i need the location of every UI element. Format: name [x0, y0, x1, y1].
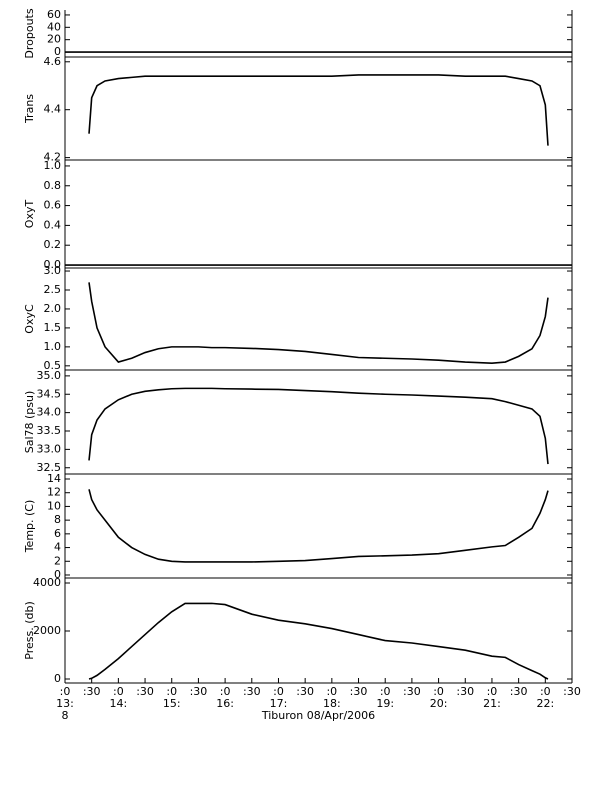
y-axis-label: Sal78 (psu): [23, 391, 36, 454]
x-tick-label: :0: [487, 685, 498, 698]
y-axis-label: OxyC: [23, 304, 36, 334]
x-tick-label: :30: [563, 685, 581, 698]
y-axis-label: Temp. (C): [23, 500, 36, 554]
x-tick-label: :0: [113, 685, 124, 698]
y-axis-label: Press. (db): [23, 601, 36, 660]
data-line: [88, 602, 549, 680]
data-line: [88, 489, 549, 563]
y-tick-label: 2.0: [44, 302, 62, 315]
x-tick-label: :0: [220, 685, 231, 698]
y-tick-label: 0: [54, 45, 61, 58]
data-line: [88, 74, 549, 146]
y-tick-label: 4.6: [44, 55, 62, 68]
y-tick-label: 33.0: [37, 442, 62, 455]
y-tick-label: 40: [47, 20, 61, 33]
y-tick-label: 10: [47, 499, 61, 512]
x-tick-label: :30: [190, 685, 208, 698]
data-line: [88, 282, 549, 364]
x-tick-label: :0: [433, 685, 444, 698]
y-tick-label: 20: [47, 33, 61, 46]
y-tick-label: 0.0: [44, 258, 62, 271]
x-hour-label: 22:: [536, 697, 554, 710]
x-tick-label: :30: [296, 685, 314, 698]
y-tick-label: 0.8: [44, 179, 62, 192]
y-tick-label: 2: [54, 554, 61, 567]
x-tick-label: :30: [403, 685, 421, 698]
y-tick-label: 34.0: [37, 406, 62, 419]
x-tick-label: :30: [83, 685, 101, 698]
y-tick-label: 4.2: [44, 151, 62, 164]
y-tick-label: 33.5: [37, 424, 62, 437]
y-tick-label: 32.5: [37, 461, 62, 474]
y-tick-label: 3.0: [44, 264, 62, 277]
y-tick-label: 4: [54, 541, 61, 554]
x-tick-label: :0: [60, 685, 71, 698]
y-tick-label: 0: [54, 568, 61, 581]
y-tick-label: 4000: [33, 576, 61, 589]
y-tick-label: 8: [54, 513, 61, 526]
x-day-label: 8: [62, 709, 69, 722]
x-hour-label: 15:: [163, 697, 181, 710]
x-tick-label: :30: [510, 685, 528, 698]
y-tick-label: 0.5: [44, 359, 62, 372]
x-hour-label: 19:: [376, 697, 394, 710]
y-tick-label: 0.4: [44, 218, 62, 231]
y-tick-label: 2.5: [44, 283, 62, 296]
data-line: [88, 387, 549, 465]
x-tick-label: :0: [326, 685, 337, 698]
y-tick-label: 0.6: [44, 199, 62, 212]
x-tick-label: :30: [243, 685, 261, 698]
y-tick-label: 0: [54, 672, 61, 685]
y-tick-label: 1.5: [44, 321, 62, 334]
x-tick-label: :30: [456, 685, 474, 698]
x-axis-label: Tiburon 08/Apr/2006: [261, 709, 375, 722]
y-tick-label: 1.0: [44, 340, 62, 353]
x-hour-label: 21:: [483, 697, 501, 710]
x-tick-label: :0: [540, 685, 551, 698]
x-tick-label: :0: [166, 685, 177, 698]
y-tick-label: 6: [54, 527, 61, 540]
y-tick-label: 34.5: [37, 387, 62, 400]
y-tick-label: 35.0: [37, 369, 62, 382]
y-tick-label: 12: [47, 486, 61, 499]
y-tick-label: 1.0: [44, 159, 62, 172]
y-tick-label: 60: [47, 8, 61, 21]
x-tick-label: :30: [350, 685, 368, 698]
x-hour-label: 18:: [323, 697, 341, 710]
y-tick-label: 4.4: [44, 103, 62, 116]
x-hour-label: 20:: [430, 697, 448, 710]
x-hour-label: 16:: [216, 697, 234, 710]
x-hour-label: 14:: [110, 697, 128, 710]
y-tick-label: 14: [47, 472, 61, 485]
y-axis-label: Dropouts: [23, 8, 36, 58]
x-tick-label: :30: [136, 685, 154, 698]
y-tick-label: 2000: [33, 624, 61, 637]
x-hour-label: 17:: [270, 697, 288, 710]
y-tick-label: 0.2: [44, 238, 62, 251]
x-hour-label: 13:: [56, 697, 74, 710]
y-axis-label: OxyT: [23, 200, 36, 229]
y-axis-label: Trans: [23, 94, 36, 124]
x-tick-label: :0: [380, 685, 391, 698]
x-tick-label: :0: [273, 685, 284, 698]
